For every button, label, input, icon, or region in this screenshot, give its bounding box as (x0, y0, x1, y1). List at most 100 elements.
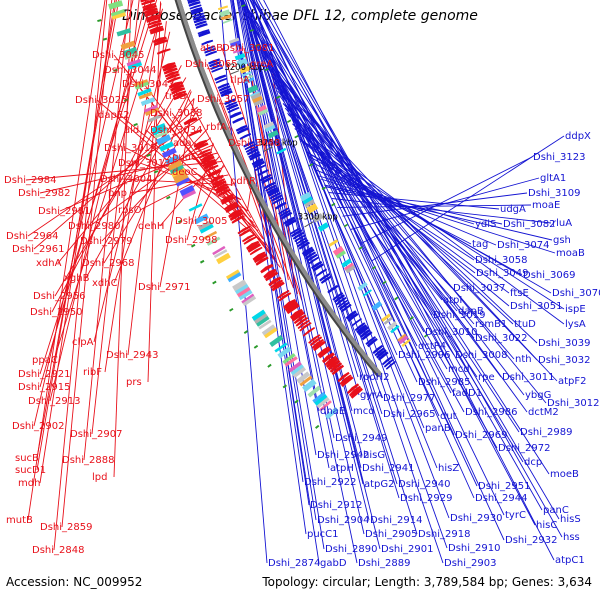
forward-gene-arrow (329, 362, 343, 373)
feature-category-block (188, 203, 203, 212)
reverse-gene-arrow (301, 246, 313, 255)
reverse-gene-arrow (334, 294, 345, 303)
forward-gene-leader-line (85, 89, 191, 279)
feature-category-block (181, 189, 197, 200)
reverse-gene-label: ttuD (514, 319, 536, 330)
forward-gene-arrow (291, 311, 305, 322)
forward-gene-arrow (213, 180, 227, 189)
forward-gene-arrow (246, 240, 260, 251)
forward-gene-arrow (220, 194, 234, 203)
gene-marker (343, 223, 349, 228)
forward-gene-label: Dshi_2888 (62, 455, 114, 466)
reverse-gene-leader-line (255, 0, 536, 526)
feature-category-block (239, 65, 251, 74)
feature-category-block (243, 74, 254, 81)
feature-category-block (264, 124, 276, 133)
reverse-gene-label: atpG2 (364, 479, 395, 490)
forward-gene-leader-line (143, 83, 275, 259)
feature-category-block (398, 334, 409, 345)
forward-gene-arrow (171, 87, 186, 95)
reverse-gene-arrow (320, 275, 332, 284)
forward-gene-arrow (302, 327, 316, 337)
reverse-gene-label: Dshi_2951 (478, 481, 530, 492)
feature-category-block (383, 316, 394, 325)
feature-category-block (212, 245, 226, 256)
forward-gene-arrow (198, 151, 213, 159)
forward-gene-arrow (214, 183, 228, 192)
reverse-gene-leader-line (320, 178, 556, 254)
reverse-gene-label: Dshi_2942 (317, 450, 369, 461)
forward-gene-arrow (277, 289, 290, 299)
reverse-gene-arrow (359, 328, 371, 339)
forward-gene-arrow (295, 317, 309, 327)
forward-gene-label: Dshi_2956 (33, 291, 85, 302)
reverse-gene-arrow (265, 184, 277, 192)
reverse-gene-label: Dshi_3019 (433, 310, 485, 321)
forward-gene-label: Dshi_3044 (104, 65, 156, 76)
reverse-gene-arrow (302, 248, 315, 258)
forward-gene-label: Dshi_2915 (18, 382, 70, 393)
reverse-gene-label: Dshi_2989 (520, 427, 572, 438)
reverse-gene-arrow (283, 216, 296, 225)
reverse-gene-arrow (203, 45, 216, 51)
forward-gene-arrow (297, 319, 310, 330)
forward-gene-leader-line (83, 0, 130, 461)
reverse-gene-label: Dshi_3082 (503, 219, 555, 230)
forward-gene-arrow (211, 178, 226, 186)
forward-gene-arrow (225, 204, 239, 213)
reverse-gene-arrow (214, 74, 227, 81)
forward-gene-label: rpsO (118, 205, 142, 216)
feature-category-block (206, 236, 221, 246)
reverse-gene-arrow (345, 310, 357, 320)
forward-gene-label: Dshi_2943 (106, 350, 158, 361)
reverse-gene-label: dctP4 (418, 341, 446, 352)
gene-marker (253, 344, 259, 349)
feature-category-block (143, 104, 158, 113)
reverse-gene-leader-line (230, 0, 307, 535)
forward-gene-label: ald (124, 125, 139, 136)
reverse-gene-label: Dshi_2941 (362, 463, 414, 474)
gene-marker (321, 186, 326, 191)
reverse-gene-leader-line (371, 135, 565, 262)
reverse-gene-arrow (201, 39, 214, 46)
forward-gene-label: sucD1 (15, 465, 46, 476)
forward-gene-arrow (322, 352, 335, 364)
reverse-gene-leader-line (251, 24, 465, 413)
forward-gene-leader-line (127, 21, 167, 356)
reverse-gene-arrow (292, 231, 304, 240)
reverse-gene-arrow (269, 192, 281, 200)
feature-category-block (274, 342, 288, 353)
gene-marker (331, 202, 336, 207)
reverse-gene-leader-line (252, 27, 520, 433)
gene-marker (178, 219, 183, 224)
forward-gene-label: Dshi_2982 (18, 188, 70, 199)
reverse-gene-label: tag (472, 239, 488, 250)
reverse-gene-arrow (297, 239, 309, 248)
reverse-gene-arrow (220, 90, 233, 98)
reverse-gene-arrow (295, 237, 307, 245)
reverse-gene-label: Dshi_2969 (455, 430, 507, 441)
forward-gene-arrow (148, 22, 163, 29)
reverse-gene-label: moaE (532, 200, 560, 211)
reverse-gene-leader-line (240, 0, 365, 535)
reverse-gene-label: moaB (556, 248, 585, 259)
forward-gene-leader-line (93, 31, 171, 343)
gene-marker (146, 153, 151, 158)
feature-category-block (381, 313, 391, 323)
feature-category-block (296, 371, 311, 384)
reverse-gene-arrow (347, 312, 359, 322)
forward-gene-leader-line (196, 164, 224, 222)
forward-gene-arrow (144, 10, 159, 18)
reverse-gene-label: gyrA (360, 390, 383, 401)
reverse-gene-arrow (308, 256, 320, 265)
forward-gene-arrow (340, 376, 354, 387)
forward-gene-arrow (141, 0, 156, 6)
scale-tick (304, 221, 314, 228)
forward-gene-arrow (210, 174, 224, 184)
feature-category-block (290, 364, 304, 376)
feature-category-block (219, 9, 231, 18)
feature-category-block (110, 9, 126, 17)
reverse-gene-arrow (215, 77, 228, 84)
reverse-gene-arrow (291, 229, 303, 238)
feature-category-block (319, 400, 332, 412)
